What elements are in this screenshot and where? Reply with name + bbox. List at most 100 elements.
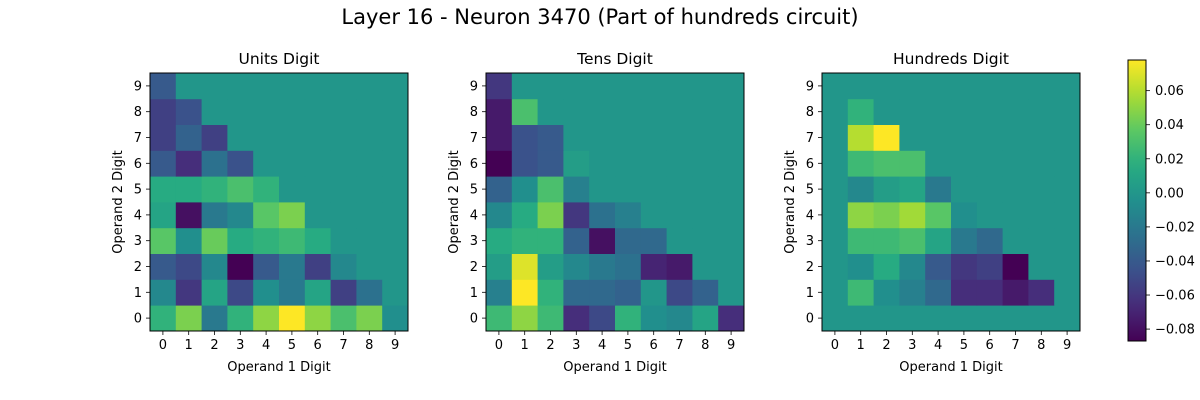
heatmap-cell — [486, 73, 513, 100]
heatmap-cell — [640, 279, 667, 306]
y-tick-label: 8 — [470, 105, 478, 120]
heatmap-cell — [666, 150, 693, 177]
heatmap-cell — [615, 98, 642, 125]
heatmap-cell — [1002, 305, 1029, 332]
heatmap-cell — [537, 253, 564, 280]
heatmap-cell — [537, 176, 564, 203]
x-tick-label: 0 — [159, 338, 167, 353]
heatmap-cell — [589, 305, 616, 332]
heatmap-cell — [511, 176, 538, 203]
heatmap-cell — [227, 227, 254, 254]
x-tick-label: 0 — [831, 338, 839, 353]
y-tick-label: 4 — [806, 208, 814, 223]
heatmap-cell — [279, 202, 306, 229]
heatmap-cell — [1054, 305, 1081, 332]
heatmap-cell — [873, 73, 900, 100]
heatmap-cell — [1002, 98, 1029, 125]
y-tick-label: 0 — [134, 312, 142, 327]
heatmap-cell — [692, 73, 719, 100]
heatmap-cell — [615, 176, 642, 203]
heatmap-cell — [486, 305, 513, 332]
y-tick-label: 1 — [134, 286, 142, 301]
heatmap-cell — [976, 98, 1003, 125]
heatmap-cell — [589, 227, 616, 254]
heatmap-cell — [330, 279, 357, 306]
heatmap-cell — [822, 124, 849, 151]
heatmap-cell — [976, 253, 1003, 280]
heatmap-cell — [356, 98, 383, 125]
x-tick-label: 3 — [236, 338, 244, 353]
heatmap-cell — [1054, 279, 1081, 306]
heatmap-cell — [976, 124, 1003, 151]
heatmap-cell — [899, 227, 926, 254]
heatmap-cell — [951, 98, 978, 125]
heatmap-cell — [615, 279, 642, 306]
heatmap-cell — [873, 150, 900, 177]
heatmap-cell — [718, 73, 745, 100]
heatmap-cell — [330, 202, 357, 229]
heatmap-cell — [718, 98, 745, 125]
heatmap-cell — [589, 176, 616, 203]
heatmap-cell — [563, 305, 590, 332]
heatmap-cell — [640, 124, 667, 151]
colorbar-tick-label: −0.08 — [1155, 323, 1195, 338]
heatmap-cell — [847, 202, 874, 229]
heatmap-cell — [330, 150, 357, 177]
heatmap-cell — [925, 98, 952, 125]
heatmap-cell — [951, 305, 978, 332]
x-tick-label: 4 — [598, 338, 606, 353]
heatmap-cell — [330, 73, 357, 100]
heatmap-cell — [279, 124, 306, 151]
heatmap-cell — [150, 98, 177, 125]
heatmap-cell — [1054, 124, 1081, 151]
heatmap-cell — [847, 176, 874, 203]
colorbar-tick-label: −0.06 — [1155, 289, 1195, 304]
heatmap-cell — [640, 253, 667, 280]
y-tick-label: 1 — [470, 286, 478, 301]
x-tick-label: 4 — [262, 338, 270, 353]
heatmap-cell — [976, 227, 1003, 254]
heatmap-cell — [486, 253, 513, 280]
heatmap-cell — [1054, 73, 1081, 100]
heatmap-cell — [201, 227, 228, 254]
heatmap-cell — [330, 98, 357, 125]
heatmap-cells — [150, 73, 409, 332]
heatmap-cell — [847, 253, 874, 280]
heatmap-cell — [330, 305, 357, 332]
heatmap-cell — [640, 227, 667, 254]
heatmap-cell — [899, 202, 926, 229]
heatmap-cell — [201, 176, 228, 203]
heatmap-cell — [589, 253, 616, 280]
heatmap-cell — [589, 202, 616, 229]
heatmap-cell — [692, 98, 719, 125]
x-tick-label: 5 — [960, 338, 968, 353]
heatmap-cell — [847, 73, 874, 100]
heatmap-cell — [899, 73, 926, 100]
x-tick-label: 6 — [650, 338, 658, 353]
heatmap-cell — [356, 227, 383, 254]
heatmap-cell — [1054, 176, 1081, 203]
heatmap-panels: Units Digit 0 1 2 3 4 5 6 7 8 9 0 1 2 3 4 5 6 7 8 9 Operand 1… — [111, 50, 1081, 375]
y-tick-label: 1 — [806, 286, 814, 301]
heatmap-cell — [1002, 73, 1029, 100]
heatmap-cell — [1028, 253, 1055, 280]
y-tick-label: 2 — [134, 260, 142, 275]
heatmap-cell — [150, 253, 177, 280]
heatmap-cell — [175, 124, 202, 151]
heatmap-cell — [201, 124, 228, 151]
x-tick-label: 0 — [495, 338, 503, 353]
heatmap-cell — [822, 73, 849, 100]
heatmap-cell — [1002, 279, 1029, 306]
heatmap-cell — [1002, 227, 1029, 254]
heatmap-cell — [666, 279, 693, 306]
heatmap-cell — [253, 305, 280, 332]
y-tick-label: 6 — [134, 157, 142, 172]
y-tick-label: 3 — [806, 234, 814, 249]
heatmap-cell — [511, 253, 538, 280]
heatmap-cell — [511, 98, 538, 125]
heatmap-cell — [1054, 227, 1081, 254]
heatmap-panel: Hundreds Digit 0 1 2 3 4 5 6 7 8 9 0 1 2 3 4 5 6 7 8 9 Operan… — [783, 50, 1081, 375]
heatmap-cell — [615, 253, 642, 280]
heatmap-cell — [486, 202, 513, 229]
